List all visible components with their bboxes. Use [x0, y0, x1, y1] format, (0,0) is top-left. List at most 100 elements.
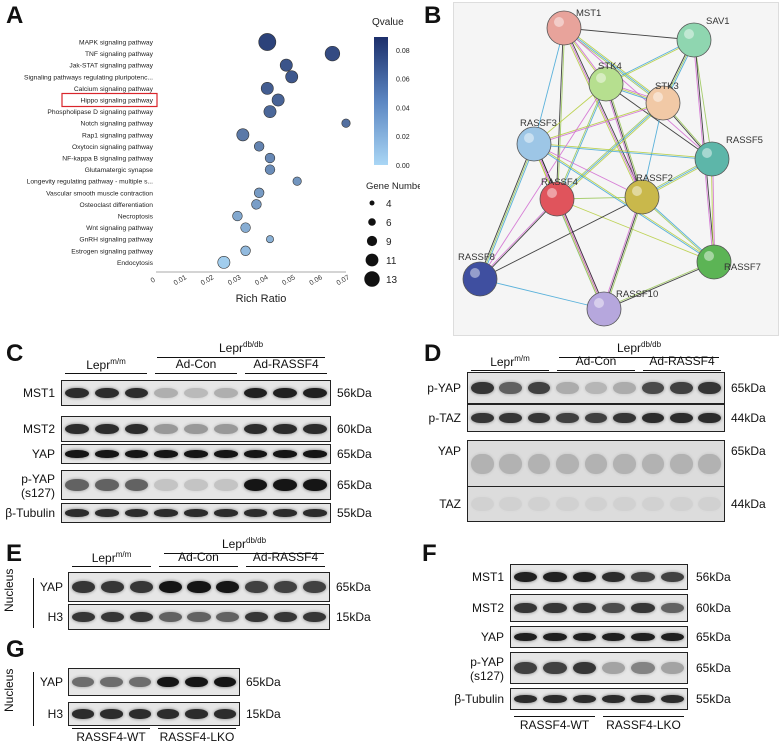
- protein-band: [274, 581, 298, 593]
- protein-band: [156, 709, 180, 719]
- network-node-label: MST1: [576, 8, 601, 19]
- group-label: RASSF4-WT: [510, 716, 599, 732]
- row-label-text: β-Tubulin: [454, 692, 504, 706]
- blot-strip: [61, 380, 331, 406]
- protein-band: [154, 450, 179, 458]
- protein-band: [303, 509, 327, 517]
- nucleus-label: Nucleus: [2, 668, 16, 712]
- protein-band: [601, 602, 626, 614]
- node-highlight: [653, 92, 663, 102]
- node-highlight: [704, 251, 714, 261]
- panel-letter-g: G: [6, 636, 25, 663]
- protein-band: [71, 611, 95, 623]
- protein-band: [156, 676, 180, 688]
- network-node: [462, 261, 498, 297]
- size-legend-label: 13: [386, 275, 398, 286]
- network-edge: [478, 143, 534, 279]
- protein-band: [556, 381, 579, 395]
- protein-band: [303, 387, 327, 399]
- row-label-text: p-YAP: [21, 472, 55, 486]
- group-underline: [164, 553, 324, 554]
- kda-label: 60kDa: [696, 601, 731, 615]
- protein-band: [273, 450, 298, 458]
- protein-band: [64, 479, 89, 491]
- protein-band: [499, 381, 523, 395]
- protein-band: [660, 694, 685, 704]
- kda-label: 65kDa: [696, 661, 731, 675]
- row-label: p-YAP: [427, 381, 461, 395]
- panel-letter-d: D: [424, 340, 442, 367]
- protein-band: [601, 571, 626, 583]
- group-label: Ad-Con: [151, 357, 241, 374]
- protein-band: [660, 571, 685, 583]
- protein-band: [303, 611, 327, 623]
- protein-band: [213, 509, 238, 517]
- category-label: Necroptosis: [118, 214, 154, 221]
- group-label-underline: [557, 370, 635, 371]
- protein-band: [213, 387, 238, 399]
- protein-band: [185, 709, 208, 719]
- network-edge: [563, 27, 664, 104]
- row-label: MST2: [440, 601, 504, 615]
- group-label-text: RASSF4-WT: [76, 730, 146, 744]
- protein-band: [698, 412, 722, 424]
- group-label: Ad-RASSF4: [639, 354, 725, 371]
- protein-band: [513, 694, 538, 704]
- category-label: Oxytocin signaling pathway: [72, 144, 154, 151]
- data-point: [240, 245, 251, 256]
- kda-label: 44kDa: [731, 411, 766, 425]
- network-edge: [563, 27, 643, 198]
- protein-band: [243, 450, 268, 458]
- blot-strip: [467, 486, 725, 522]
- network-edge: [556, 198, 715, 263]
- size-legend-label: 6: [386, 218, 392, 229]
- protein-band: [124, 423, 149, 435]
- network-node-label: RASSF10: [616, 289, 658, 300]
- category-label: Endocytosis: [117, 260, 154, 267]
- network-edge: [557, 28, 566, 200]
- protein-band: [572, 632, 597, 642]
- blot-strip: [467, 440, 725, 488]
- protein-band: [556, 454, 579, 474]
- protein-band: [613, 412, 636, 424]
- network-node: [694, 141, 730, 177]
- x-axis-label: Rich Ratio: [236, 293, 287, 305]
- kda-label: 65kDa: [696, 630, 731, 644]
- group-label-underline: [65, 373, 147, 374]
- group-label-leprdb: Leprdb/db: [151, 340, 331, 358]
- protein-band: [185, 676, 208, 688]
- protein-band: [543, 661, 567, 675]
- group-label-underline: [246, 566, 325, 567]
- row-label: MST1: [440, 570, 504, 584]
- panel-letter-b: B: [424, 2, 442, 29]
- protein-band: [243, 479, 268, 491]
- x-tick-label: 0.01: [173, 274, 188, 287]
- network-edge: [533, 27, 565, 145]
- group-label: Ad-RASSF4: [242, 550, 329, 567]
- protein-band: [303, 581, 327, 593]
- kda-label: 15kDa: [246, 707, 281, 721]
- protein-band: [513, 571, 538, 583]
- protein-band: [273, 479, 298, 491]
- group-label: Leprm/m: [68, 550, 155, 567]
- protein-band: [213, 450, 238, 458]
- row-label-text: β-Tubulin: [5, 506, 55, 520]
- category-label: Osteoclast differentiation: [80, 202, 154, 209]
- network-edge: [555, 27, 564, 199]
- network-node-label: RASSF3: [520, 118, 557, 129]
- network-node-label: SAV1: [706, 16, 730, 27]
- node-highlight: [547, 188, 557, 198]
- network-edge: [480, 144, 536, 280]
- protein-band: [129, 581, 153, 593]
- group-label-superscript: db/db: [641, 340, 662, 349]
- panel-letter-e: E: [6, 540, 23, 567]
- row-label-sub: (s127): [469, 669, 504, 683]
- network-edge: [563, 27, 695, 41]
- row-label-text: MST2: [471, 601, 504, 615]
- protein-band: [631, 694, 655, 704]
- protein-band: [584, 412, 608, 424]
- protein-band: [631, 661, 655, 675]
- protein-band: [527, 496, 551, 512]
- protein-band: [669, 496, 693, 512]
- category-label: Vascular smooth muscle contraction: [46, 190, 153, 197]
